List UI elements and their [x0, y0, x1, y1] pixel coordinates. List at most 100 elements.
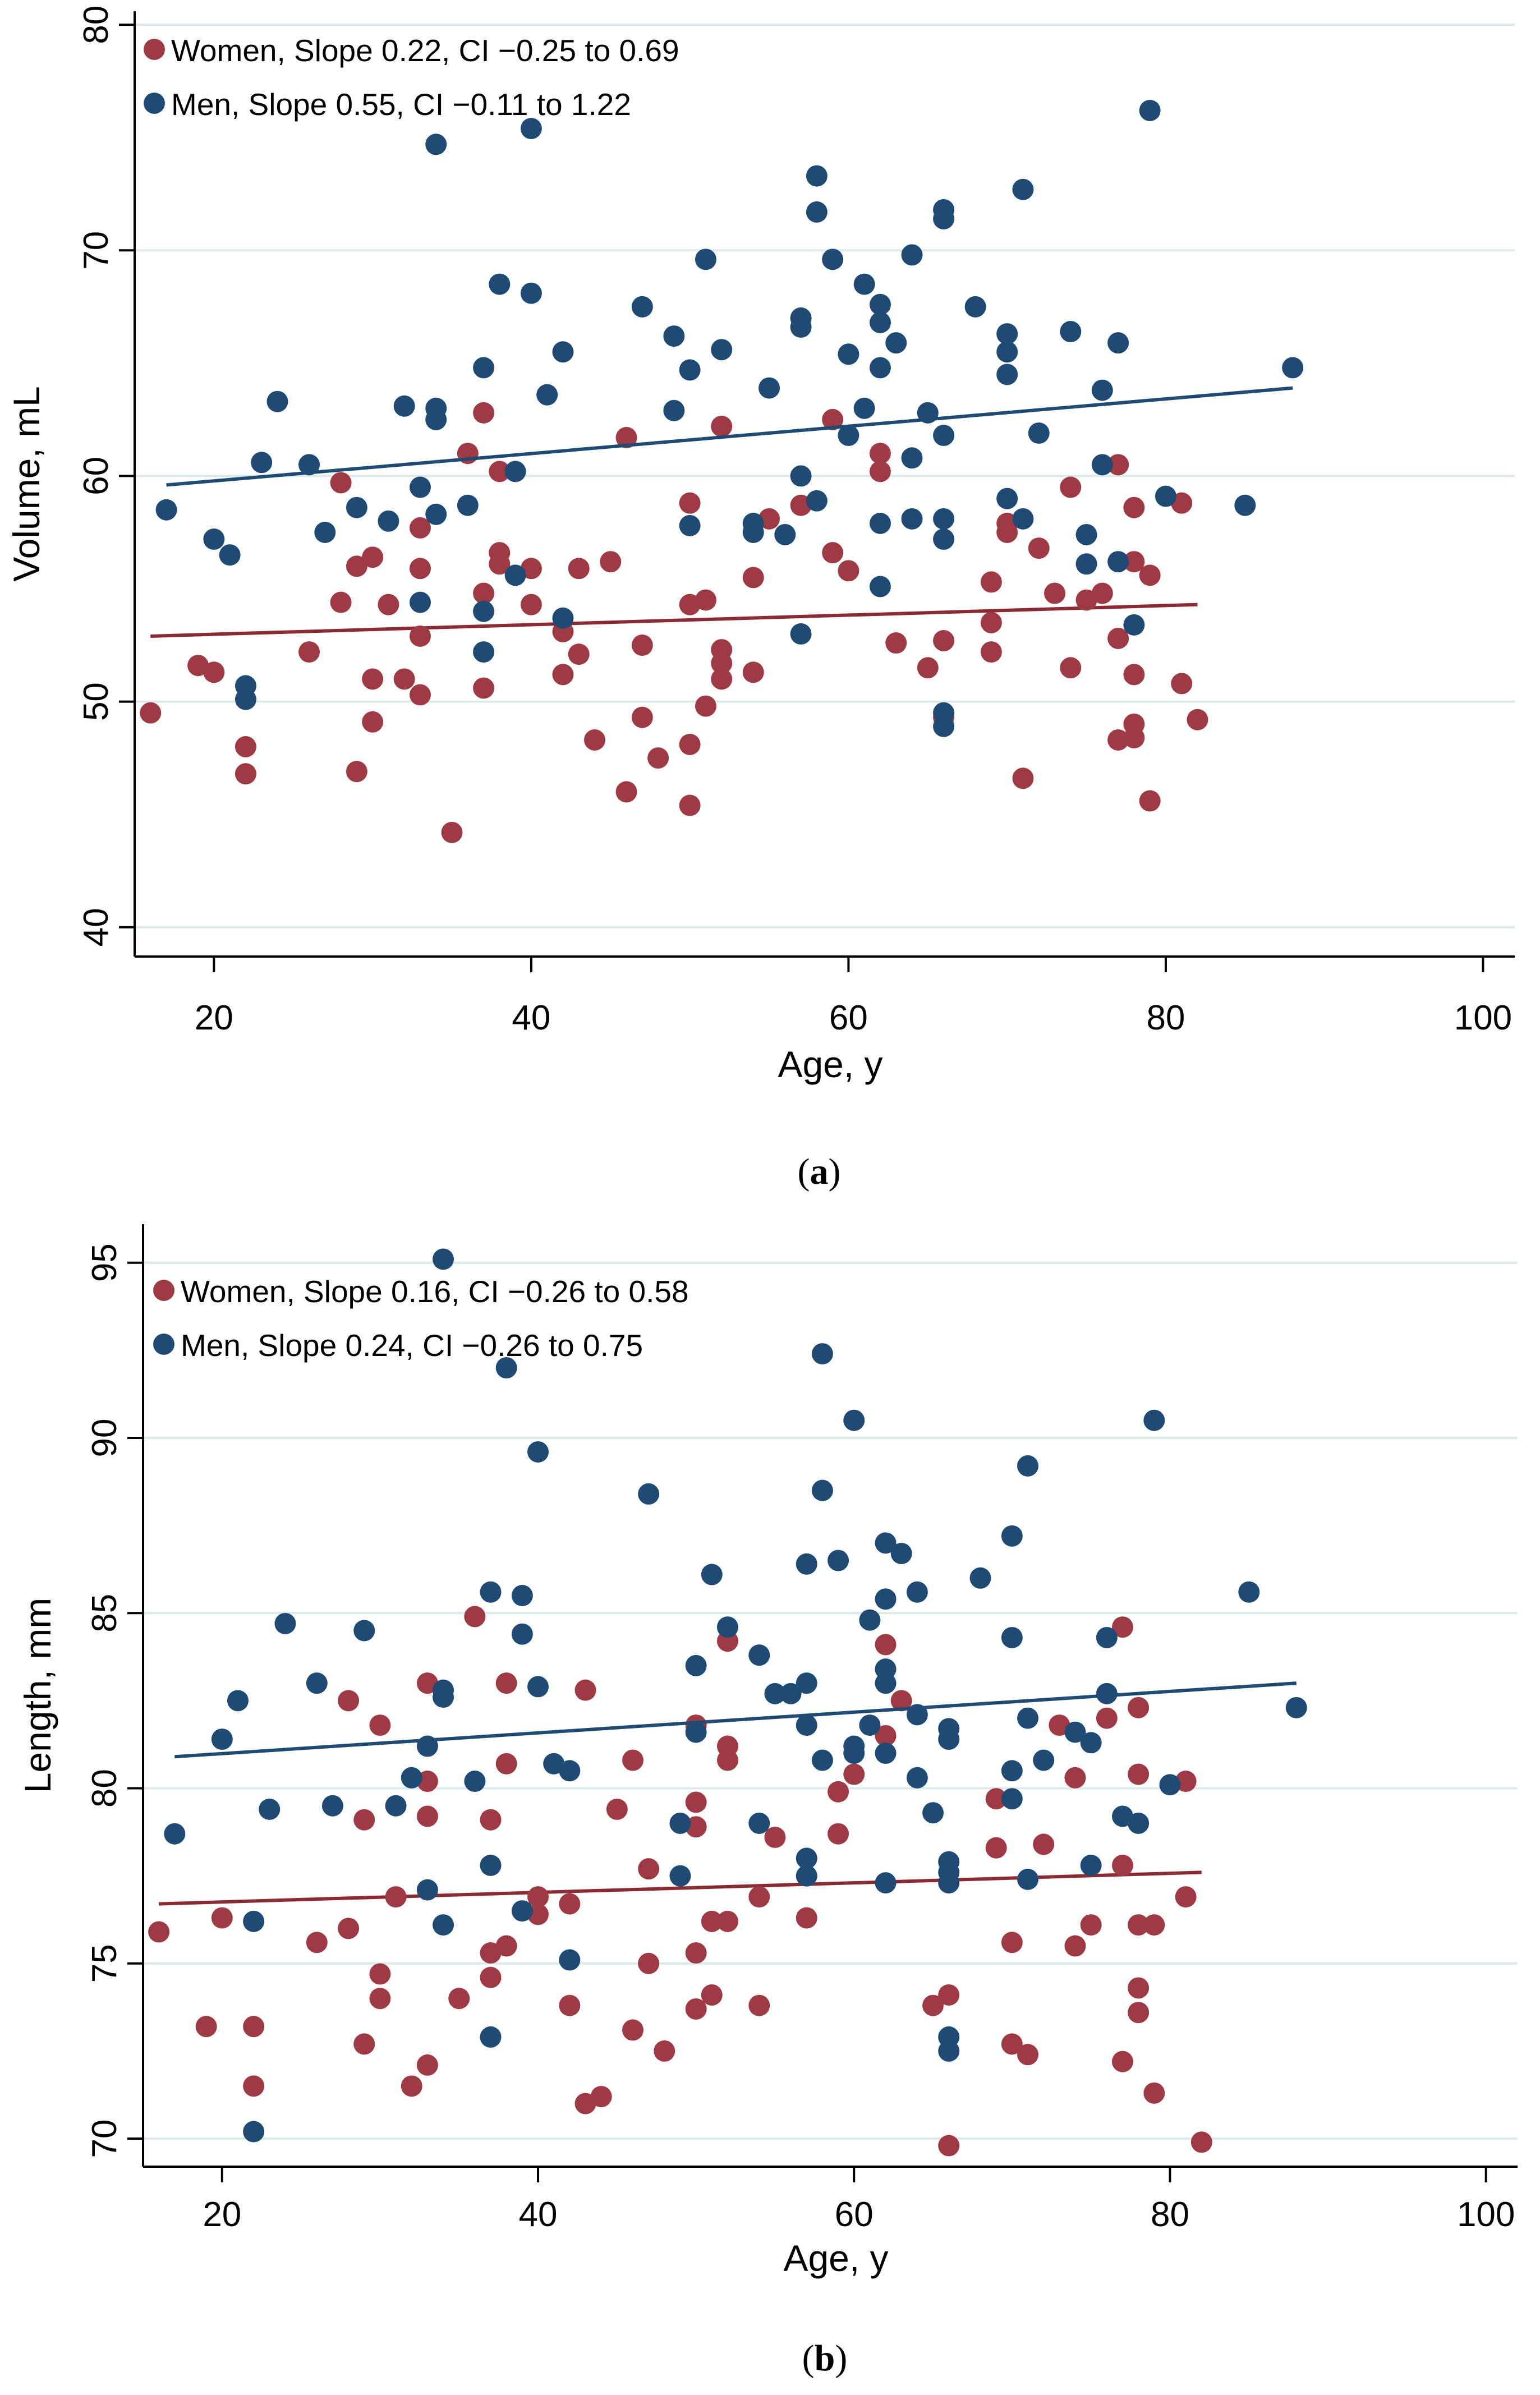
data-point-men [859, 1714, 881, 1736]
data-point-women [654, 2040, 675, 2062]
data-point-men [1107, 551, 1129, 573]
data-point-men [416, 1735, 438, 1757]
data-point-men [843, 1409, 865, 1431]
data-point-men [964, 296, 986, 318]
data-point-women [716, 1749, 738, 1771]
data-point-men [996, 323, 1018, 345]
data-point-men [764, 1683, 786, 1704]
data-point-men [353, 1620, 375, 1642]
data-point-women [1064, 1767, 1086, 1789]
data-point-women [695, 589, 716, 611]
data-point-women [828, 1823, 849, 1845]
data-point-men [266, 390, 288, 412]
data-point-men [811, 1479, 833, 1501]
data-point-women [409, 558, 431, 580]
data-point-women [369, 1963, 391, 1985]
data-point-women [1139, 564, 1161, 586]
data-point-women [843, 1763, 865, 1785]
data-point-women [1123, 727, 1145, 748]
data-point-women [875, 1634, 897, 1656]
data-point-men [875, 1743, 897, 1764]
y-tick-label: 40 [77, 908, 116, 946]
data-point-women [938, 1984, 960, 2006]
x-tick-label: 100 [1454, 999, 1512, 1037]
data-point-men [495, 1357, 517, 1379]
data-point-men [251, 452, 273, 474]
data-point-men [663, 325, 685, 347]
x-tick-label: 100 [1457, 2195, 1515, 2234]
x-tick-label: 60 [835, 2195, 874, 2234]
data-point-women [338, 1690, 360, 1712]
data-point-men [1001, 1626, 1023, 1648]
data-point-men [933, 425, 955, 447]
data-point-men [433, 1686, 454, 1708]
data-point-men [1001, 1788, 1023, 1810]
data-point-men [806, 490, 828, 512]
data-point-men [828, 1550, 849, 1571]
data-point-women [480, 1966, 502, 1988]
data-point-women [631, 635, 653, 656]
data-point-men [504, 564, 526, 586]
data-point-men [933, 508, 955, 530]
data-point-men [1128, 1812, 1150, 1834]
data-point-women [195, 2016, 217, 2038]
data-point-women [369, 1988, 391, 2010]
data-point-men [1282, 357, 1304, 379]
data-point-men [885, 332, 907, 354]
data-point-men [811, 1749, 833, 1771]
data-point-women [495, 1935, 517, 1957]
data-point-women [362, 711, 384, 733]
x-tick-label: 40 [512, 999, 550, 1037]
data-point-men [679, 514, 701, 536]
data-point-men [1143, 1409, 1165, 1431]
data-point-men [742, 521, 764, 543]
data-point-women [869, 461, 891, 482]
data-point-men [790, 465, 812, 487]
data-point-women [711, 415, 733, 437]
data-point-men [314, 521, 336, 543]
data-point-women [1096, 1707, 1118, 1729]
data-point-women [480, 1809, 502, 1831]
data-point-men [321, 1795, 343, 1817]
data-point-men [669, 1812, 691, 1834]
data-point-men [859, 1609, 881, 1631]
data-point-men [385, 1795, 407, 1817]
data-point-women [378, 594, 399, 615]
data-point-women [1175, 1886, 1197, 1908]
data-point-men [274, 1612, 296, 1634]
data-point-men [695, 249, 716, 270]
data-point-men [875, 1872, 897, 1894]
data-point-women [1091, 582, 1113, 604]
data-point-women [679, 492, 701, 514]
data-point-women [590, 2086, 612, 2108]
data-point-women [638, 1858, 660, 1880]
data-point-men [1080, 1854, 1102, 1876]
data-point-men [796, 1714, 817, 1736]
figure-caption: (b) [802, 2338, 848, 2379]
data-point-men [1080, 1732, 1102, 1754]
data-point-women [552, 664, 574, 686]
data-point-women [1128, 1697, 1150, 1718]
data-point-men [1017, 1707, 1039, 1729]
data-point-women [1123, 497, 1145, 518]
data-point-women [140, 702, 162, 724]
data-point-men [480, 2026, 502, 2048]
legend-label: Men, Slope 0.24, CI −0.26 to 0.75 [181, 1328, 643, 1363]
legend-label: Women, Slope 0.22, CI −0.25 to 0.69 [171, 33, 679, 68]
data-point-men [243, 2121, 265, 2143]
x-tick-label: 80 [1151, 2195, 1189, 2234]
data-point-men [790, 623, 812, 645]
data-point-women [938, 2135, 960, 2157]
data-point-men [806, 165, 828, 187]
data-point-men [917, 402, 939, 424]
data-point-women [711, 668, 733, 690]
data-point-women [409, 625, 431, 647]
data-point-women [362, 668, 384, 690]
data-point-men [748, 1812, 770, 1834]
data-point-men [1159, 1774, 1181, 1796]
data-point-men [796, 1847, 817, 1869]
data-point-women [796, 1907, 817, 1929]
data-point-men [679, 359, 701, 381]
data-point-men [409, 476, 431, 498]
data-point-women [527, 1886, 549, 1908]
